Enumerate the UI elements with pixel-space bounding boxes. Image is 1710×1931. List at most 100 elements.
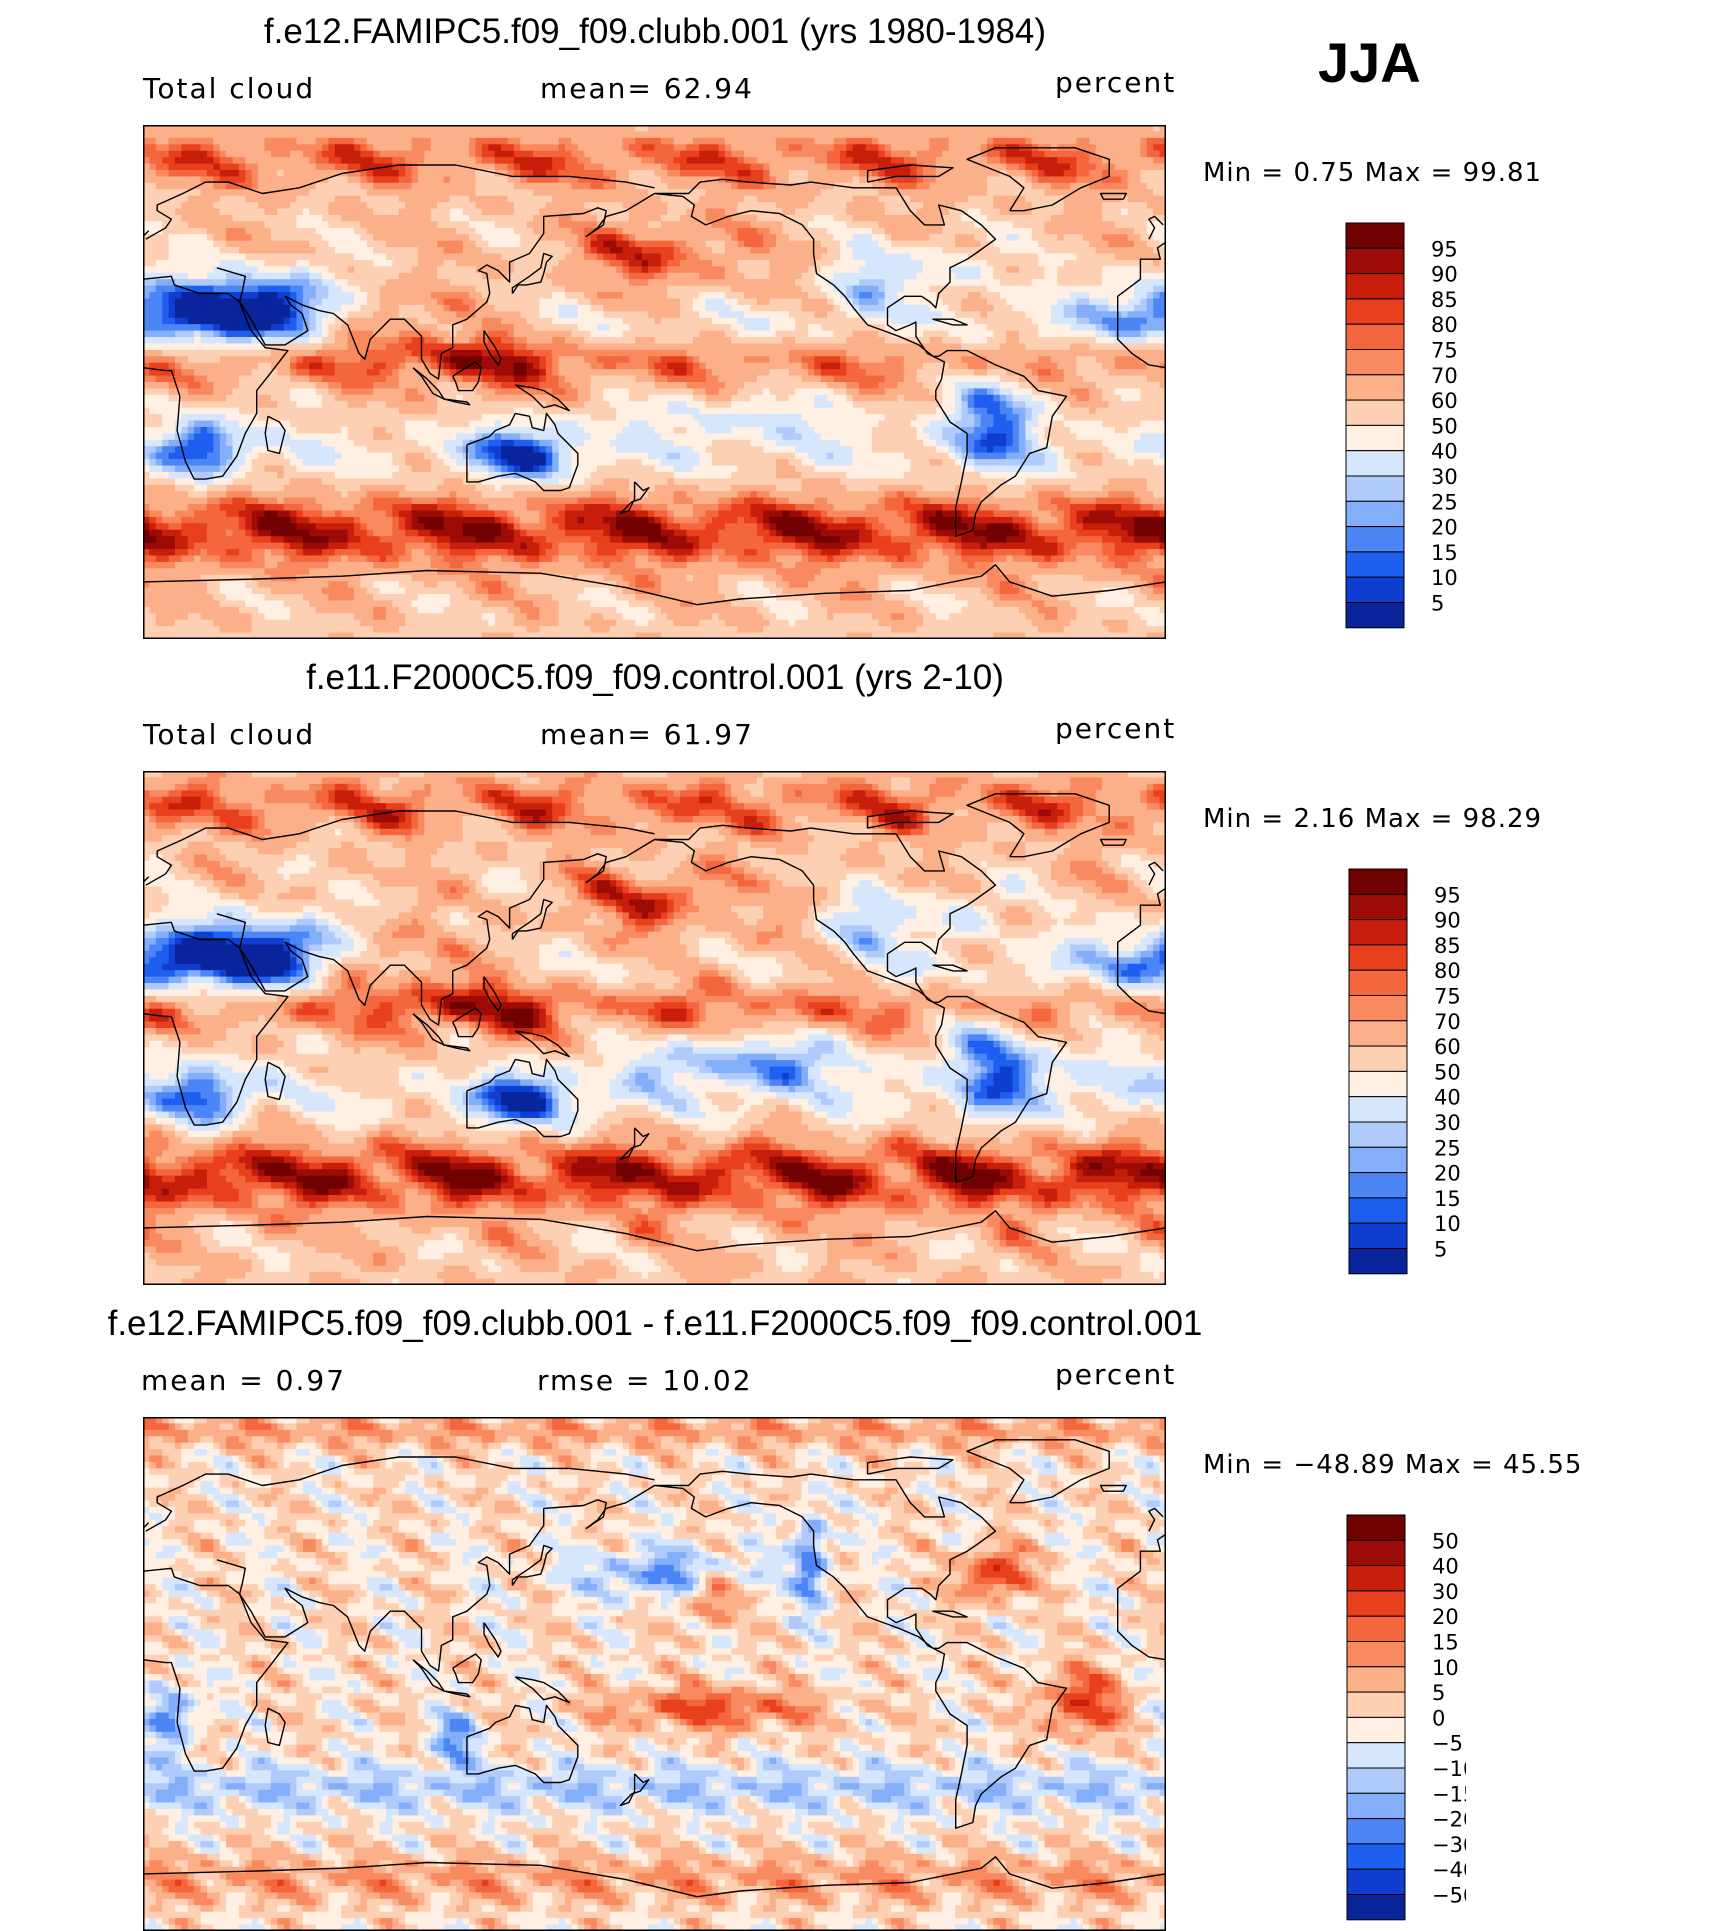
panel-2-left-label: Total cloud: [143, 718, 315, 751]
cb2-tick-label: −50: [1432, 1884, 1466, 1908]
cb2-tick-label: −20: [1432, 1808, 1466, 1832]
cb1-tick-label: 25: [1434, 1136, 1461, 1160]
map0-field: [143, 125, 1166, 639]
cb1-tick-label: 85: [1434, 934, 1461, 958]
panel-2-map: [143, 771, 1166, 1285]
cb1-swatch: [1349, 1198, 1407, 1223]
cb2-tick-label: 5: [1432, 1681, 1445, 1705]
cb2-tick-label: −5: [1432, 1732, 1463, 1756]
cb1-swatch: [1349, 1097, 1407, 1122]
panel-1-left-label: Total cloud: [143, 72, 315, 105]
cb0-tick-label: 15: [1431, 541, 1458, 565]
cb1-tick-label: 10: [1434, 1212, 1461, 1236]
cb0-swatch: [1346, 501, 1404, 526]
cb0-swatch: [1346, 299, 1404, 324]
cb0-swatch: [1346, 425, 1404, 450]
cb1-swatch: [1349, 1021, 1407, 1046]
cb0-tick-label: 95: [1431, 237, 1458, 261]
cb0-tick-label: 85: [1431, 288, 1458, 312]
cb1-swatch: [1349, 1147, 1407, 1172]
cb2-tick-label: −30: [1432, 1833, 1466, 1857]
cb0-swatch: [1346, 552, 1404, 577]
cb2-swatch: [1347, 1692, 1405, 1717]
panel-3-map: [143, 1417, 1166, 1931]
panel-2-units: percent: [1055, 712, 1176, 745]
cb1-tick-label: 15: [1434, 1187, 1461, 1211]
cb2-tick-label: 50: [1432, 1529, 1459, 1553]
map1-field: [143, 771, 1166, 1285]
panel-1-map: [143, 125, 1166, 639]
cb2-swatch: [1347, 1743, 1405, 1768]
cb0-swatch: [1346, 451, 1404, 476]
cb1-swatch: [1349, 1223, 1407, 1248]
cb2-swatch: [1347, 1591, 1405, 1616]
cb1-tick-label: 80: [1434, 959, 1461, 983]
cb0-swatch: [1346, 400, 1404, 425]
cb2-swatch: [1347, 1540, 1405, 1565]
cb2-swatch: [1347, 1844, 1405, 1869]
cb2-swatch: [1347, 1819, 1405, 1844]
cb1-swatch: [1349, 869, 1407, 894]
cb0-tick-label: 10: [1431, 566, 1458, 590]
cb0-swatch: [1346, 375, 1404, 400]
cb2-swatch: [1347, 1768, 1405, 1793]
cb2-tick-label: −40: [1432, 1858, 1466, 1882]
cb2-tick-label: −10: [1432, 1757, 1466, 1781]
cb2-tick-label: 15: [1432, 1631, 1459, 1655]
cb2-swatch: [1347, 1869, 1405, 1894]
cb1-tick-label: 5: [1434, 1238, 1447, 1262]
cb0-swatch: [1346, 527, 1404, 552]
cb1-tick-label: 75: [1434, 985, 1461, 1009]
cb1-swatch: [1349, 1173, 1407, 1198]
map2-field: [143, 1417, 1166, 1931]
cb1-tick-label: 40: [1434, 1086, 1461, 1110]
cb2-swatch: [1347, 1515, 1405, 1540]
cb0-tick-label: 5: [1431, 592, 1444, 616]
cb0-tick-label: 80: [1431, 313, 1458, 337]
cb0-swatch: [1346, 476, 1404, 501]
cb2-swatch: [1347, 1616, 1405, 1641]
cb1-swatch: [1349, 945, 1407, 970]
cb0-tick-label: 90: [1431, 263, 1458, 287]
season-label: JJA: [1318, 30, 1421, 95]
cb0-swatch: [1346, 577, 1404, 602]
cb2-swatch: [1347, 1667, 1405, 1692]
cb1-tick-label: 50: [1434, 1060, 1461, 1084]
cb1-tick-label: 95: [1434, 883, 1461, 907]
cb0-swatch: [1346, 350, 1404, 375]
cb1-swatch: [1349, 970, 1407, 995]
cb0-tick-label: 30: [1431, 465, 1458, 489]
panel-3-mean: mean = 0.97: [141, 1364, 346, 1397]
cb2-tick-label: 40: [1432, 1555, 1459, 1579]
panel-3-units: percent: [1055, 1358, 1176, 1391]
cb1-swatch: [1349, 894, 1407, 919]
cb0-swatch: [1346, 603, 1404, 628]
cb0-tick-label: 50: [1431, 414, 1458, 438]
cb1-swatch: [1349, 1122, 1407, 1147]
cb2-tick-label: 20: [1432, 1605, 1459, 1629]
cb1-tick-label: 90: [1434, 909, 1461, 933]
panel-3-rmse: rmse = 10.02: [537, 1364, 753, 1397]
panel-1-title: f.e12.FAMIPC5.f09_f09.clubb.001 (yrs 198…: [0, 12, 1310, 52]
cb0-tick-label: 25: [1431, 490, 1458, 514]
cb2-swatch: [1347, 1566, 1405, 1591]
cb0-tick-label: 40: [1431, 440, 1458, 464]
panel-2-mean: mean= 61.97: [540, 718, 754, 751]
cb1-tick-label: 70: [1434, 1010, 1461, 1034]
cb2-swatch: [1347, 1642, 1405, 1667]
cb1-tick-label: 60: [1434, 1035, 1461, 1059]
panel-1-units: percent: [1055, 66, 1176, 99]
cb2-tick-label: 10: [1432, 1656, 1459, 1680]
cb1-swatch: [1349, 1249, 1407, 1274]
panel-1-minmax: Min = 0.75 Max = 99.81: [1203, 158, 1542, 188]
cb0-tick-label: 20: [1431, 516, 1458, 540]
panel-2-minmax: Min = 2.16 Max = 98.29: [1203, 804, 1542, 834]
cb1-tick-label: 30: [1434, 1111, 1461, 1135]
cb2-tick-label: 0: [1432, 1706, 1445, 1730]
cb0-swatch: [1346, 248, 1404, 273]
cb0-swatch: [1346, 223, 1404, 248]
cb1-swatch: [1349, 996, 1407, 1021]
